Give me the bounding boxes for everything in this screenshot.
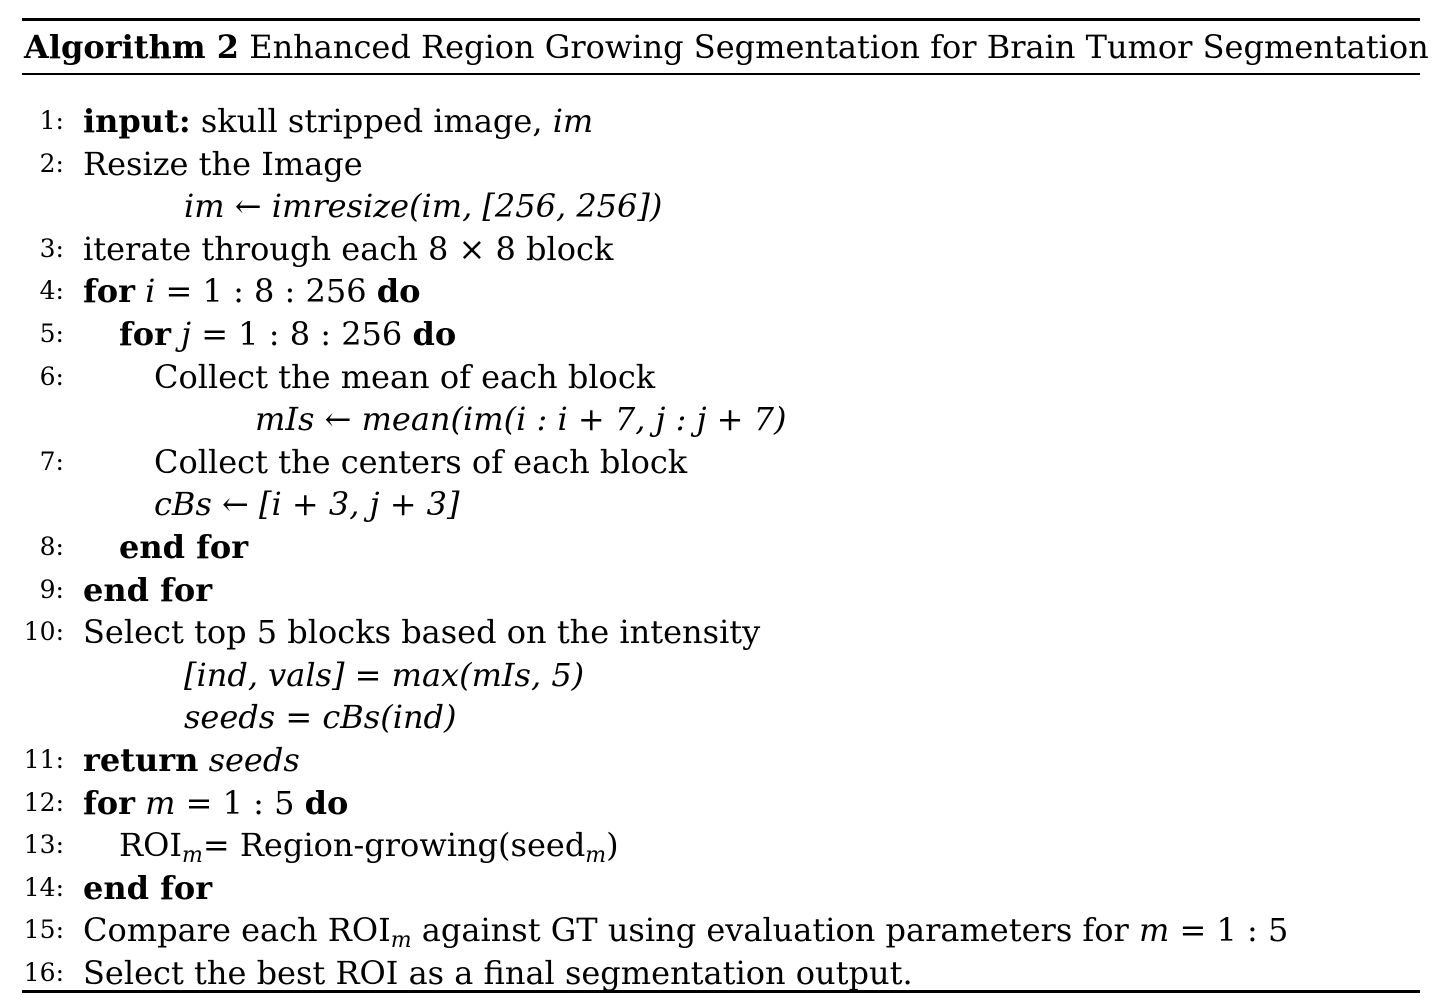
algorithm-lines: 1: input: skull stripped image, im 2: Re… xyxy=(22,100,1420,994)
algo-line-8: 8: end for xyxy=(22,526,1420,569)
line-text: Compare each ROI xyxy=(83,911,391,950)
line-number: 4: xyxy=(39,276,64,306)
line-text: iterate through each 8 × 8 block xyxy=(83,229,614,268)
keyword: for xyxy=(83,783,135,822)
algorithm-caption: Algorithm 2 Enhanced Region Growing Segm… xyxy=(22,21,1429,73)
line-text: = 1 : 8 : 256 xyxy=(155,272,377,311)
line-number: 14: xyxy=(23,872,64,902)
line-text: Collect the mean of each block xyxy=(154,357,656,396)
keyword: input: xyxy=(83,102,191,140)
algo-line-7-math: cBs ← [i + 3, j + 3] xyxy=(22,483,1420,526)
keyword: end for xyxy=(83,868,213,907)
algo-line-6: 6: Collect the mean of each block xyxy=(22,356,1420,399)
keyword: end for xyxy=(119,527,249,566)
math-var: im xyxy=(552,102,594,140)
algo-line-11: 11: return seeds xyxy=(22,739,1420,782)
algorithm-block: Algorithm 2 Enhanced Region Growing Segm… xyxy=(22,18,1429,992)
line-text: ) xyxy=(606,826,619,865)
math-expression: seeds = cBs(ind) xyxy=(184,698,457,737)
algo-line-10-math-2: seeds = cBs(ind) xyxy=(22,696,1420,739)
line-number: 6: xyxy=(39,361,64,391)
math-var: seeds xyxy=(198,740,300,779)
math-var: m xyxy=(134,783,176,822)
line-body: return seeds xyxy=(83,739,300,782)
math-expression: mIs ← mean(im(i : i + 7, j : j + 7) xyxy=(255,400,787,439)
line-body: for i = 1 : 8 : 256 do xyxy=(83,270,420,313)
math-expression: cBs ← [i + 3, j + 3] xyxy=(154,485,460,524)
line-text: = 1 : 5 xyxy=(1169,911,1289,950)
algo-line-2-math: im ← imresize(im, [256, 256]) xyxy=(22,185,1420,228)
line-number: 1: xyxy=(39,106,64,135)
line-body: input: skull stripped image, im xyxy=(83,100,593,143)
algo-line-16: 16: Select the best ROI as a final segme… xyxy=(22,952,1420,995)
line-number: 16: xyxy=(23,957,64,987)
algo-line-7: 7: Collect the centers of each block xyxy=(22,441,1420,484)
algo-line-6-math: mIs ← mean(im(i : i + 7, j : j + 7) xyxy=(22,398,1420,441)
line-number: 7: xyxy=(39,446,64,476)
math-var: j xyxy=(170,314,192,353)
line-number: 13: xyxy=(23,830,64,860)
line-body: Compare each ROIm against GT using evalu… xyxy=(83,909,1288,952)
keyword: do xyxy=(412,314,457,353)
line-body: for m = 1 : 5 do xyxy=(83,782,348,825)
algo-line-14: 14: end for xyxy=(22,867,1420,910)
line-number: 8: xyxy=(39,531,64,561)
algo-line-12: 12: for m = 1 : 5 do xyxy=(22,782,1420,825)
algorithm-label: Algorithm 2 xyxy=(24,28,240,66)
line-number: 2: xyxy=(39,148,64,178)
keyword: for xyxy=(83,272,135,311)
top-rule xyxy=(22,18,1420,21)
line-text: = 1 : 5 xyxy=(175,783,305,822)
line-text: = Region-growing(seed xyxy=(202,826,586,865)
caption-rule xyxy=(22,73,1420,75)
keyword: do xyxy=(376,272,421,311)
algo-line-10-math-1: [ind, vals] = max(mIs, 5) xyxy=(22,654,1420,697)
algo-line-9: 9: end for xyxy=(22,569,1420,612)
line-body: for j = 1 : 8 : 256 do xyxy=(119,313,456,356)
math-expression: [ind, vals] = max(mIs, 5) xyxy=(184,655,585,694)
line-number: 9: xyxy=(39,574,64,604)
line-number: 15: xyxy=(23,915,64,945)
algo-line-15: 15: Compare each ROIm against GT using e… xyxy=(22,909,1420,952)
math-var: i xyxy=(134,272,156,311)
keyword: end for xyxy=(83,570,213,609)
line-number: 12: xyxy=(23,787,64,817)
subscript: m xyxy=(585,843,607,869)
algo-line-13: 13: ROIm= Region-growing(seedm) xyxy=(22,824,1420,867)
bottom-rule xyxy=(22,990,1420,993)
line-body: ROIm= Region-growing(seedm) xyxy=(119,824,619,867)
line-number: 3: xyxy=(39,233,64,263)
keyword: return xyxy=(83,740,199,779)
algorithm-title: Enhanced Region Growing Segmentation for… xyxy=(249,28,1429,66)
keyword: for xyxy=(119,314,171,353)
line-text: Resize the Image xyxy=(83,144,363,183)
math-expression: im ← imresize(im, [256, 256]) xyxy=(184,187,663,226)
algo-line-4: 4: for i = 1 : 8 : 256 do xyxy=(22,270,1420,313)
algo-line-5: 5: for j = 1 : 8 : 256 do xyxy=(22,313,1420,356)
line-text: ROI xyxy=(119,826,182,865)
line-number: 11: xyxy=(23,744,64,774)
line-text: Collect the centers of each block xyxy=(154,442,688,481)
subscript: m xyxy=(390,928,412,954)
line-number: 10: xyxy=(23,617,64,647)
line-text: Select top 5 blocks based on the intensi… xyxy=(83,613,761,652)
algo-line-3: 3: iterate through each 8 × 8 block xyxy=(22,228,1420,271)
algo-line-10: 10: Select top 5 blocks based on the int… xyxy=(22,611,1420,654)
line-text: = 1 : 8 : 256 xyxy=(191,314,413,353)
line-number: 5: xyxy=(39,318,64,348)
line-text: against GT using evaluation parameters f… xyxy=(411,911,1139,950)
math-var: m xyxy=(1138,911,1170,950)
algo-line-2: 2: Resize the Image xyxy=(22,143,1420,186)
keyword: do xyxy=(304,783,349,822)
line-text: skull stripped image, xyxy=(190,102,553,140)
algo-line-1: 1: input: skull stripped image, im xyxy=(22,100,1420,143)
subscript: m xyxy=(181,843,203,869)
line-text: Select the best ROI as a final segmentat… xyxy=(83,953,913,992)
